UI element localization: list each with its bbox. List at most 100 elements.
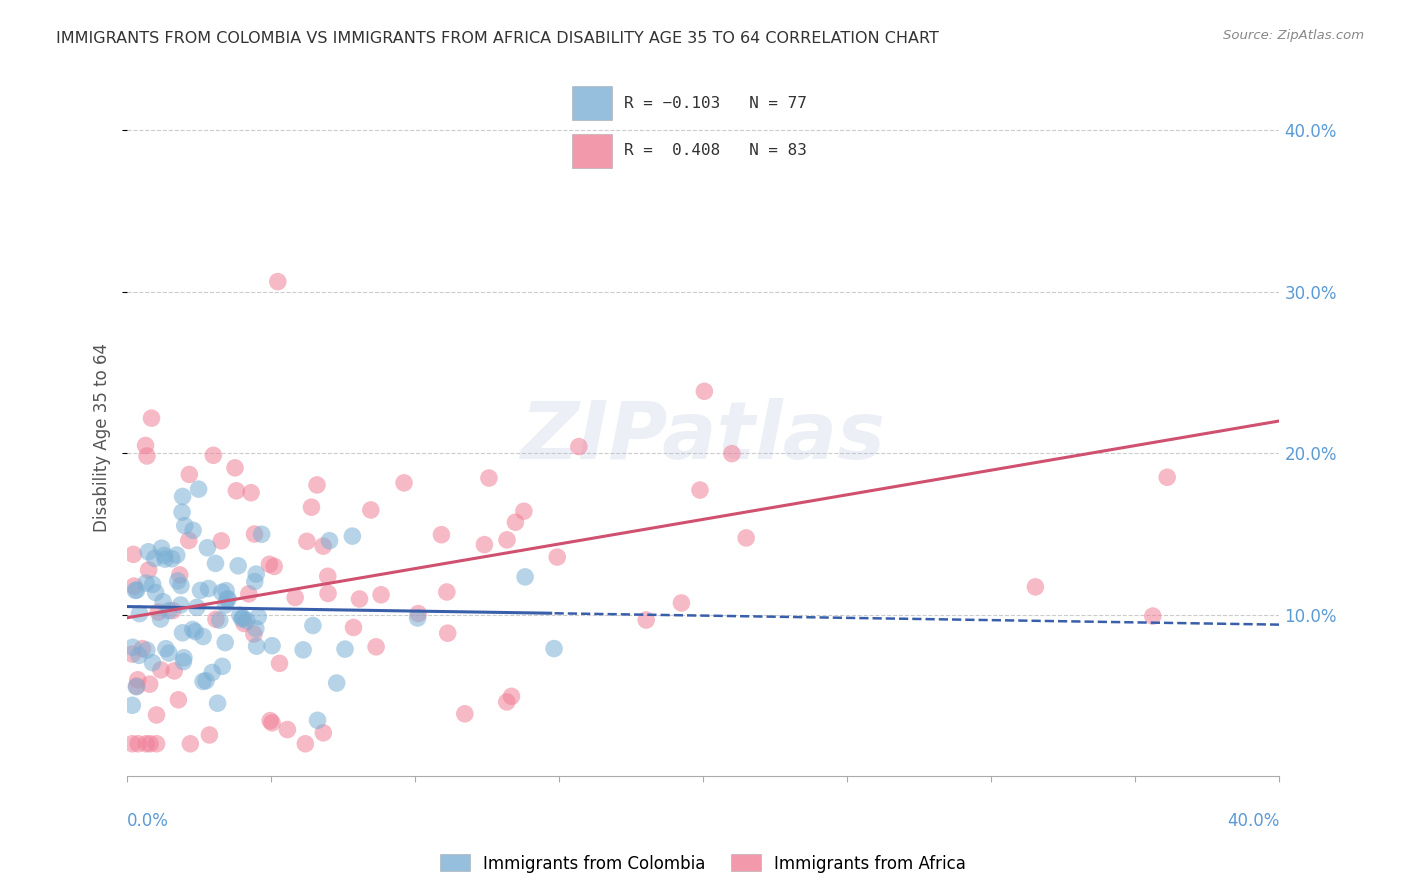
Point (430, 527, 453, 541)
Point (501, 690, 523, 704)
Point (166, 548, 188, 562)
Point (305, 478, 328, 492)
Point (232, 611, 254, 625)
Point (141, 411, 163, 425)
Point (214, 635, 236, 649)
Point (568, 440, 591, 454)
Point (184, 624, 207, 639)
Point (127, 673, 149, 687)
Point (138, 677, 160, 691)
Point (496, 533, 519, 547)
Point (392, 475, 415, 490)
Point (121, 640, 143, 655)
Point (302, 618, 325, 632)
Point (1326, 630, 1348, 644)
Point (436, 585, 458, 599)
Point (177, 533, 200, 548)
Point (693, 384, 716, 399)
Point (121, 647, 143, 661)
Point (173, 650, 195, 665)
Point (269, 657, 291, 671)
Point (179, 737, 201, 751)
Point (143, 551, 166, 566)
Point (191, 630, 214, 644)
Bar (572, 135, 612, 168)
Point (125, 680, 148, 694)
Point (186, 600, 208, 615)
Point (141, 656, 163, 670)
Point (259, 558, 281, 572)
Point (181, 623, 204, 637)
Point (208, 613, 231, 627)
Point (513, 504, 536, 518)
Point (121, 698, 143, 713)
Point (295, 534, 318, 549)
Point (259, 714, 281, 728)
Point (342, 620, 364, 634)
Text: R = −0.103   N = 77: R = −0.103 N = 77 (624, 95, 807, 111)
Point (316, 586, 339, 600)
Point (198, 728, 221, 742)
Point (152, 595, 174, 609)
Point (173, 518, 195, 533)
Point (124, 583, 146, 598)
Point (131, 641, 153, 656)
Point (721, 447, 744, 461)
Point (214, 598, 236, 612)
Point (135, 737, 157, 751)
Point (243, 627, 266, 641)
Point (121, 737, 143, 751)
Point (191, 674, 214, 689)
Point (122, 547, 145, 561)
Point (170, 578, 193, 592)
Point (201, 665, 224, 680)
Point (294, 737, 316, 751)
Point (360, 503, 382, 517)
Point (689, 483, 711, 497)
Point (205, 612, 228, 626)
Point (215, 583, 238, 598)
Point (128, 648, 150, 663)
Point (225, 483, 247, 498)
Point (312, 726, 335, 740)
Point (204, 557, 226, 571)
Point (454, 706, 477, 721)
Text: 40.0%: 40.0% (1227, 812, 1279, 830)
Point (127, 737, 149, 751)
Point (135, 438, 157, 452)
Point (190, 583, 212, 598)
Point (170, 505, 193, 519)
Point (546, 549, 568, 564)
Point (240, 485, 263, 500)
Point (301, 500, 323, 515)
Point (211, 585, 233, 599)
Point (245, 567, 267, 582)
Point (226, 558, 249, 573)
Point (312, 539, 335, 553)
Point (217, 592, 239, 607)
Point (125, 679, 148, 693)
Point (160, 551, 183, 566)
Point (162, 604, 184, 618)
Point (163, 664, 186, 678)
Point (474, 538, 496, 552)
Point (169, 598, 191, 612)
Point (276, 723, 298, 737)
Point (1156, 470, 1178, 484)
Point (478, 471, 501, 485)
Point (167, 693, 190, 707)
Point (135, 643, 157, 657)
Point (197, 582, 219, 596)
Point (197, 541, 219, 555)
Point (135, 576, 157, 591)
Point (172, 625, 194, 640)
Point (406, 607, 429, 621)
Point (333, 642, 356, 657)
Point (513, 570, 536, 584)
Point (671, 596, 693, 610)
Point (1142, 609, 1164, 624)
Point (145, 737, 167, 751)
Point (139, 737, 162, 751)
Point (166, 574, 188, 588)
Point (236, 614, 259, 628)
